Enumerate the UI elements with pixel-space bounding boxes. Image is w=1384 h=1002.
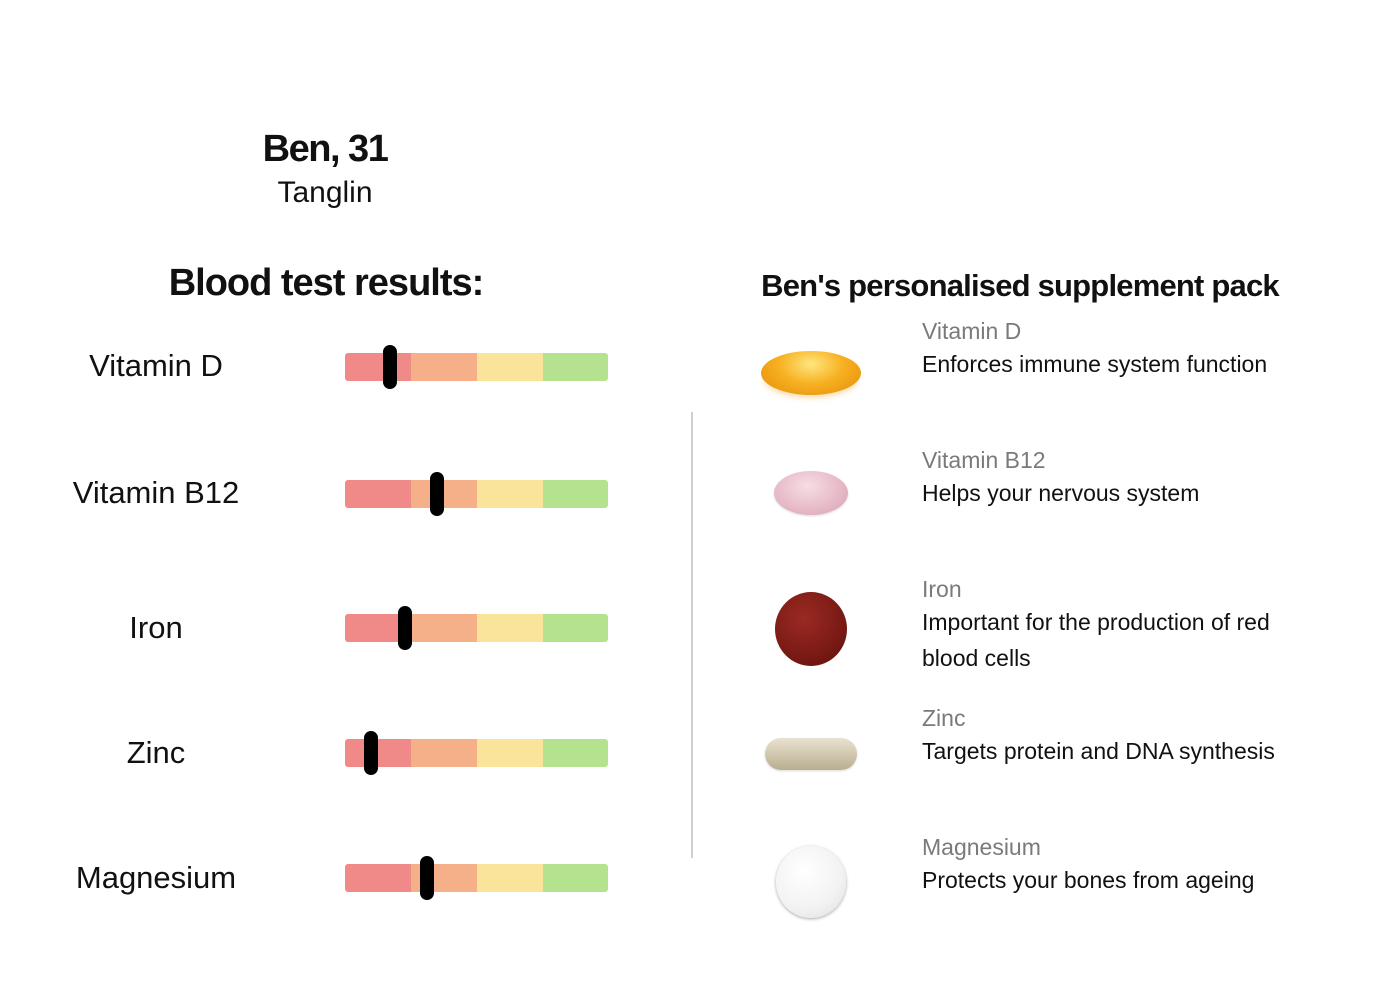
profile-name: Ben, 31: [262, 128, 389, 170]
blood-test-title: Blood test results:: [168, 262, 485, 304]
column-divider: [691, 412, 693, 858]
level-marker: [419, 856, 434, 900]
supplement-desc-iron: Important for the production of red bloo…: [922, 609, 1270, 671]
supplement-name-vitamin-d: Vitamin D: [922, 318, 1022, 344]
supplement-desc-vitamin-d: Enforces immune system function: [922, 351, 1268, 377]
result-label-magnesium: Magnesium: [75, 860, 237, 895]
supplement-desc-magnesium: Protects your bones from ageing: [922, 867, 1255, 893]
capsule-icon: [744, 699, 878, 809]
level-marker: [430, 472, 445, 516]
supplement-name-iron: Iron: [922, 576, 962, 602]
result-label-iron: Iron: [129, 610, 183, 645]
white-tablet-icon: [744, 827, 878, 937]
result-label-vitamin-b12: Vitamin B12: [72, 475, 240, 510]
supplement-desc-zinc: Targets protein and DNA synthesis: [922, 738, 1275, 764]
round-tablet-icon: [744, 574, 878, 684]
supplement-name-zinc: Zinc: [922, 705, 966, 731]
result-bar-zinc: [345, 731, 608, 775]
result-bar-iron: [345, 606, 608, 650]
level-marker: [382, 345, 397, 389]
result-label-vitamin-d: Vitamin D: [89, 348, 223, 383]
level-marker: [364, 731, 379, 775]
level-marker: [398, 606, 413, 650]
result-label-zinc: Zinc: [126, 735, 186, 770]
supplement-name-magnesium: Magnesium: [922, 834, 1041, 860]
result-bar-magnesium: [345, 856, 608, 900]
result-bar-vitamin-d: [345, 345, 608, 389]
result-bar-vitamin-b12: [345, 472, 608, 516]
supplement-desc-vitamin-b12: Helps your nervous system: [922, 480, 1200, 506]
supplement-name-vitamin-b12: Vitamin B12: [922, 447, 1046, 473]
oval-tablet-icon: [744, 438, 878, 548]
supplement-pack-title: Ben's personalised supplement pack: [761, 268, 1279, 303]
softgel-capsule-icon: [744, 318, 878, 428]
profile-location: Tanglin: [277, 176, 373, 209]
